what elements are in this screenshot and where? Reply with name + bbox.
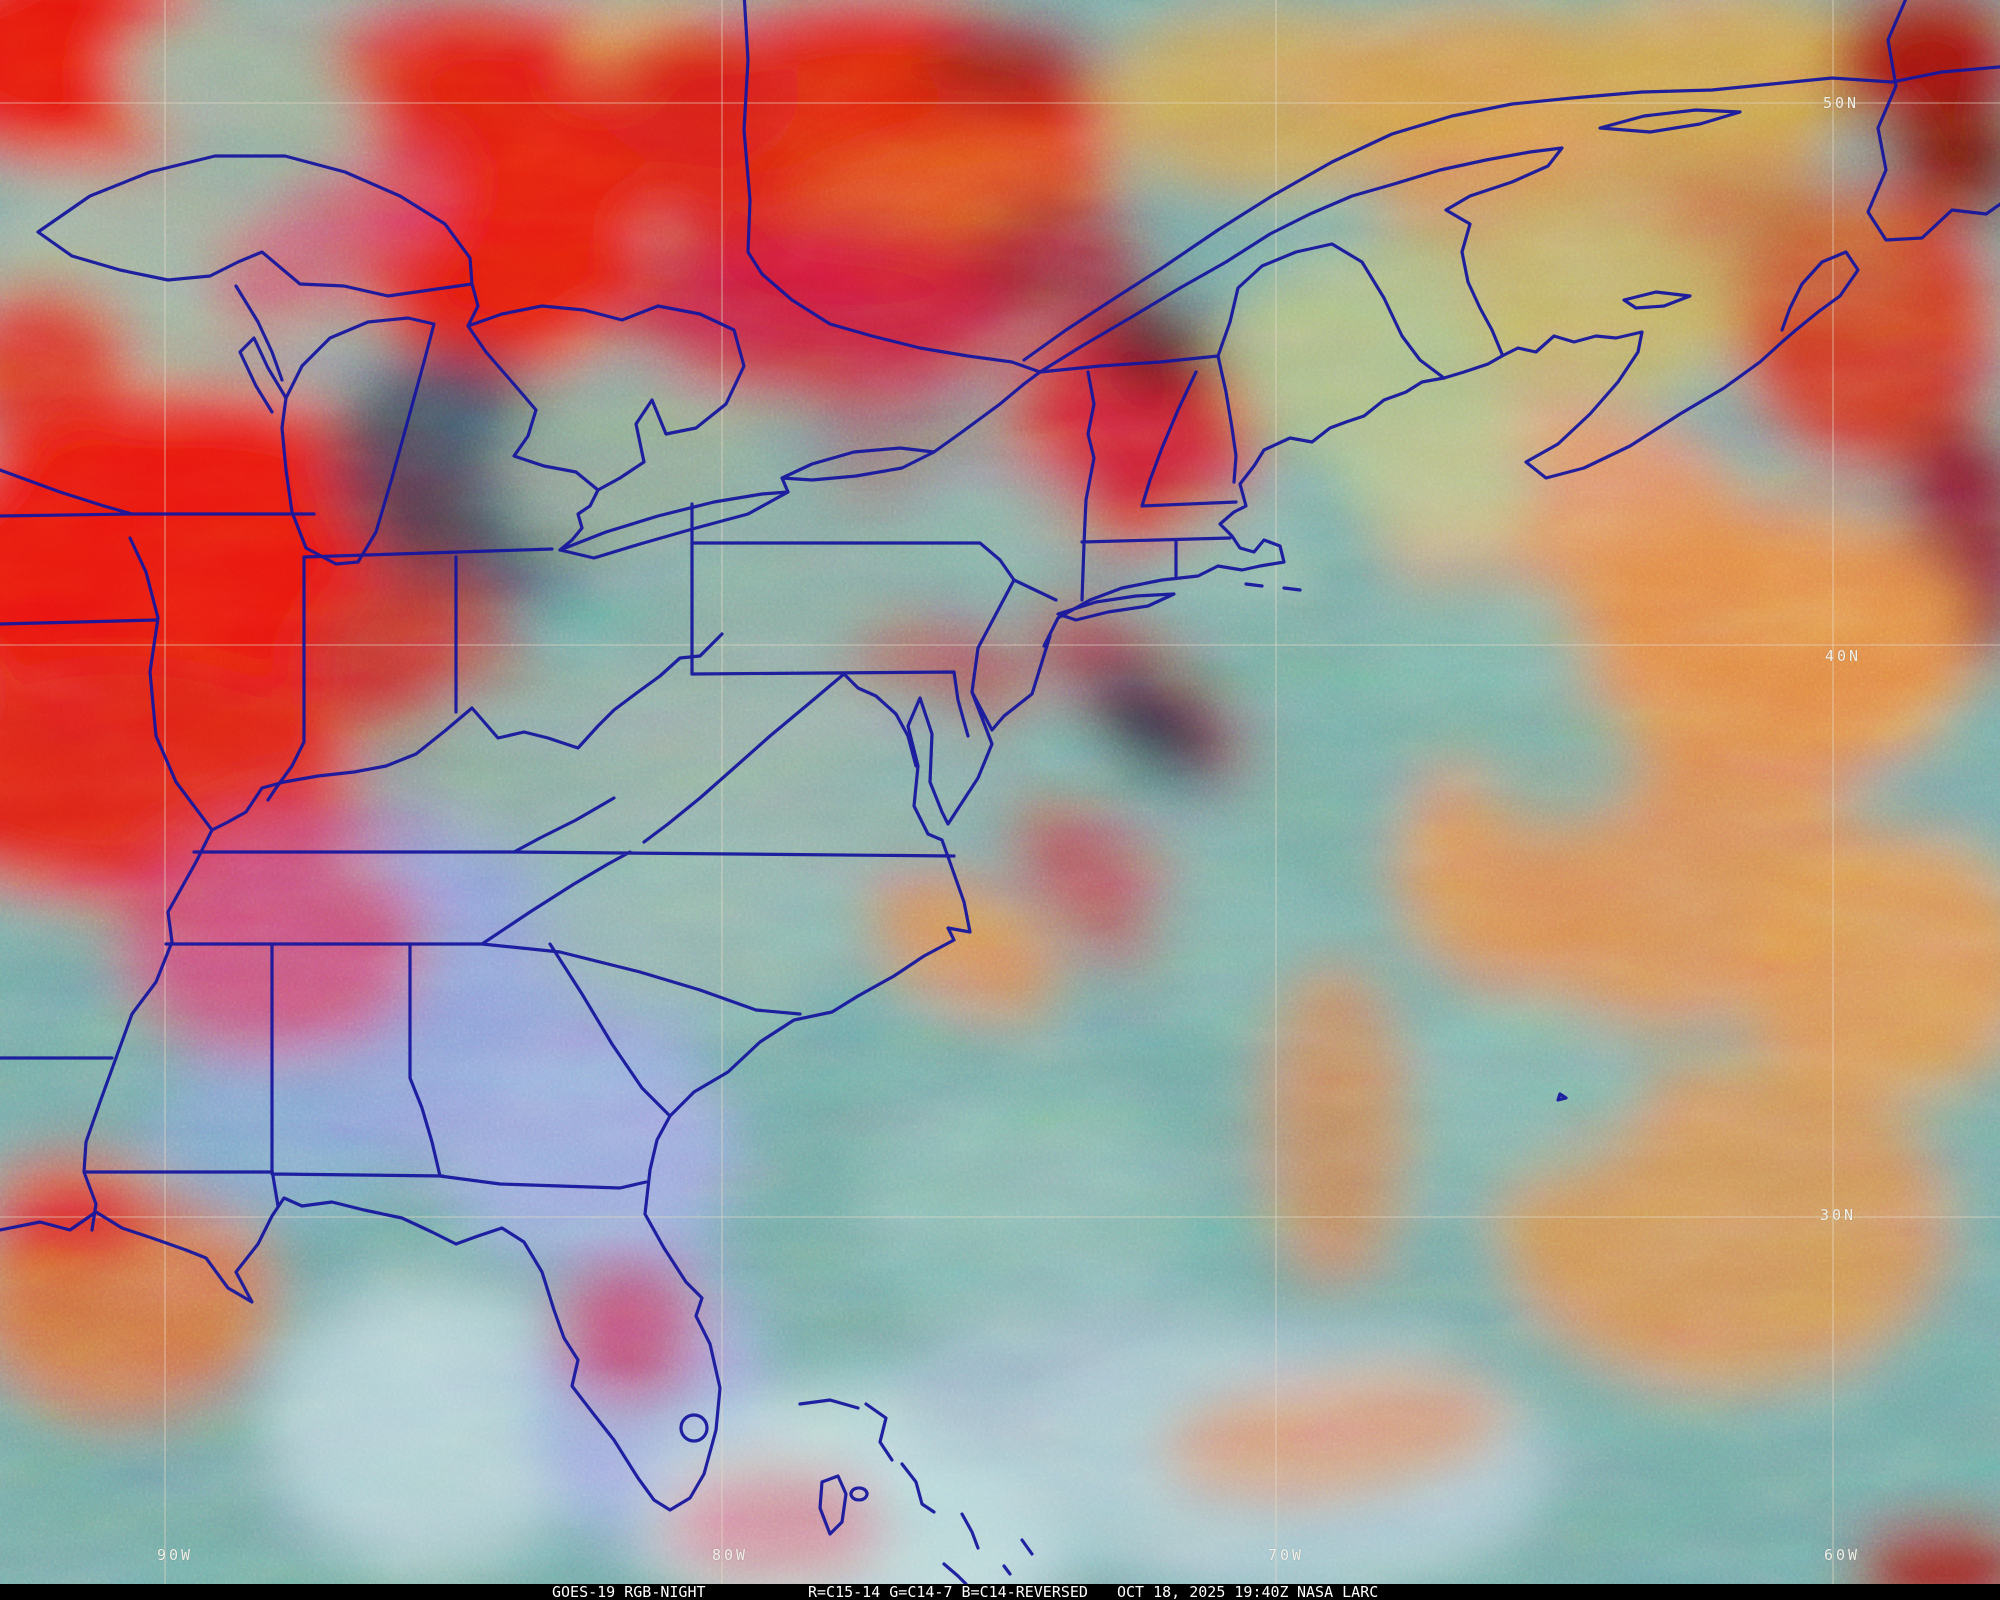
lake-okeechobee [679,1413,709,1443]
lat-label-30n: 30N [1820,1206,1857,1224]
anticosti-island [1598,108,1742,134]
detroit-river [558,488,600,552]
lake-superior [36,154,474,298]
state-borders-new-england [1080,354,1238,602]
lake-michigan [238,316,436,566]
lake-ontario [780,446,936,494]
newfoundland-coast [1866,0,2000,242]
st-lawrence-river [932,370,1042,454]
ohio-river [210,632,724,832]
prince-edward-island [1622,290,1692,310]
coastline-st-lawrence-north [1022,65,2000,362]
caption-bar: GOES-19 RGB-NIGHT R=C15-14 G=C14-7 B=C14… [0,1584,2000,1600]
caption-product-name: GOES-19 RGB-NIGHT [552,1583,706,1600]
border-ontario-quebec [742,0,1042,374]
lon-label-60w: 60W [1824,1546,1861,1564]
state-borders-midwest [0,284,694,1232]
lat-label-40n: 40N [1825,647,1862,665]
lat-label-50n: 50N [1823,94,1860,112]
border-us-canada-45n [1038,242,1446,380]
state-borders-midatlantic [512,541,1058,854]
caption-rgb-recipe: R=C15-14 G=C14-7 B=C14-REVERSED [808,1583,1088,1600]
coastline-gaspe [1038,146,1564,374]
long-island [1056,592,1176,622]
cape-cod-islands [1244,582,1302,592]
lon-label-90w: 90W [157,1546,194,1564]
caption-credit: NASA LARC [1297,1583,1379,1600]
lake-huron [466,282,746,492]
lon-label-80w: 80W [712,1546,749,1564]
coastline-atlantic [0,250,1860,1512]
caption-datetime: OCT 18, 2025 19:40Z [1117,1583,1289,1600]
bahamas-islands [798,1398,1202,1599]
bermuda [1556,1092,1568,1102]
lon-label-70w: 70W [1268,1546,1305,1564]
state-borders-south [82,850,956,1208]
